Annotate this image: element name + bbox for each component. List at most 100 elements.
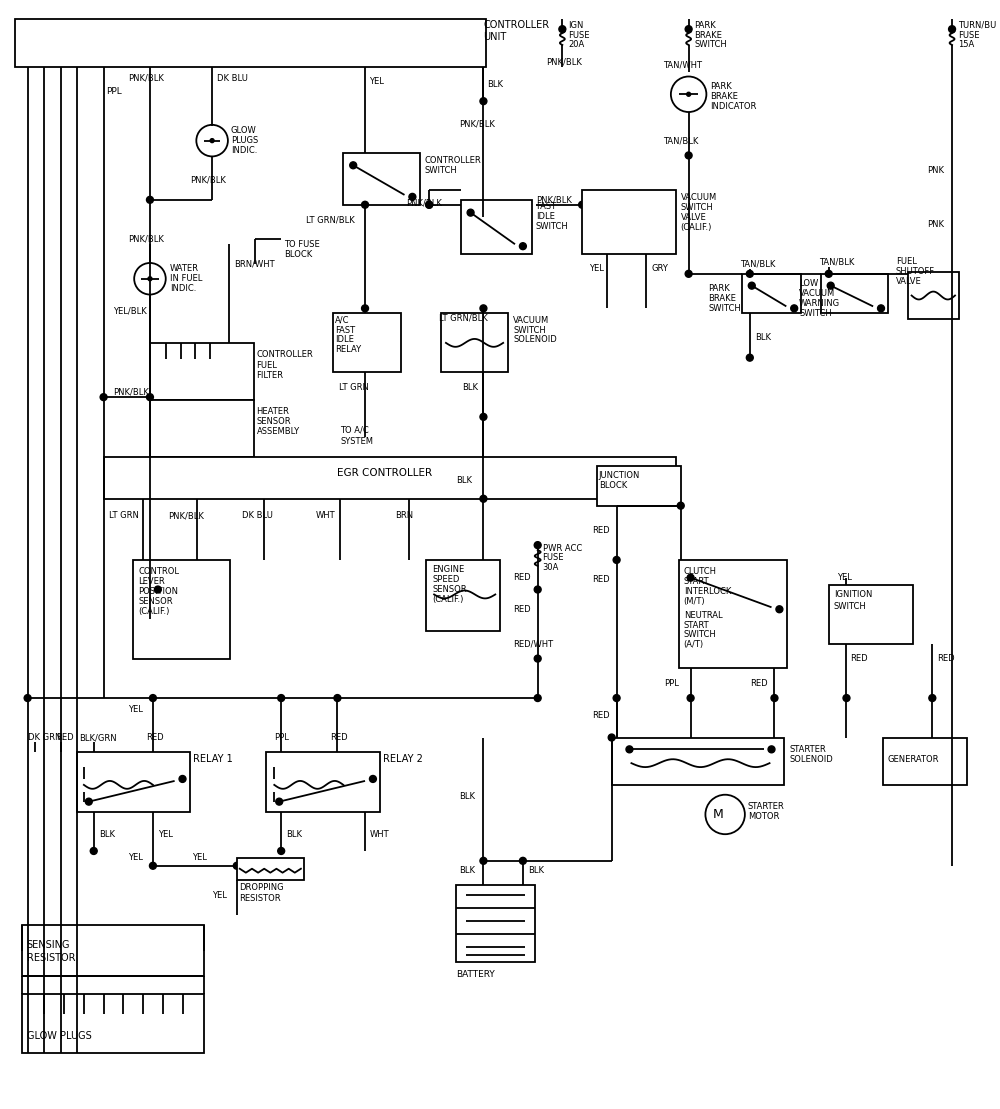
Text: PNK/BLK: PNK/BLK bbox=[536, 195, 572, 204]
Text: CONTROLLER: CONTROLLER bbox=[424, 156, 481, 165]
Circle shape bbox=[671, 77, 706, 112]
Text: SWITCH: SWITCH bbox=[684, 630, 716, 640]
Text: YEL: YEL bbox=[589, 264, 604, 274]
Text: RED: RED bbox=[592, 526, 610, 535]
Text: RESISTOR: RESISTOR bbox=[27, 953, 75, 963]
Text: LOW: LOW bbox=[799, 279, 818, 288]
Text: BLK: BLK bbox=[462, 383, 478, 391]
Text: VALVE: VALVE bbox=[896, 277, 922, 286]
Text: RED: RED bbox=[146, 733, 164, 742]
Text: LEVER: LEVER bbox=[138, 577, 165, 587]
Text: DK GRN: DK GRN bbox=[28, 733, 61, 742]
Bar bbox=[22, 994, 204, 1054]
Text: IN FUEL: IN FUEL bbox=[170, 274, 202, 283]
Text: STARTER: STARTER bbox=[748, 802, 785, 811]
Text: YEL: YEL bbox=[369, 77, 384, 85]
Circle shape bbox=[519, 243, 526, 250]
Circle shape bbox=[480, 98, 487, 104]
Text: SWITCH: SWITCH bbox=[708, 304, 741, 313]
Bar bbox=[612, 737, 784, 785]
Circle shape bbox=[746, 271, 753, 277]
Text: START: START bbox=[684, 577, 709, 587]
Circle shape bbox=[278, 694, 285, 702]
Text: TAN/BLK: TAN/BLK bbox=[740, 260, 775, 268]
Circle shape bbox=[685, 152, 692, 159]
Text: GLOW: GLOW bbox=[231, 126, 257, 135]
Text: BLK: BLK bbox=[286, 830, 302, 838]
Text: LT GRN/BLK: LT GRN/BLK bbox=[439, 314, 488, 323]
Text: SWITCH: SWITCH bbox=[799, 308, 832, 318]
Text: INDIC.: INDIC. bbox=[170, 284, 196, 293]
Text: FUEL: FUEL bbox=[896, 257, 917, 266]
Bar bbox=[343, 153, 420, 205]
Text: (CALIF.): (CALIF.) bbox=[681, 223, 712, 232]
Text: PLUGS: PLUGS bbox=[231, 136, 258, 145]
Text: YEL: YEL bbox=[158, 830, 173, 838]
Text: INDIC.: INDIC. bbox=[231, 146, 257, 155]
Circle shape bbox=[480, 857, 487, 864]
Circle shape bbox=[24, 694, 31, 702]
Text: IDLE: IDLE bbox=[335, 335, 354, 345]
Circle shape bbox=[687, 694, 694, 702]
Text: DK BLU: DK BLU bbox=[242, 511, 273, 520]
Circle shape bbox=[85, 798, 92, 805]
Text: PNK/BLK: PNK/BLK bbox=[113, 388, 149, 397]
Text: UNIT: UNIT bbox=[483, 32, 507, 42]
Circle shape bbox=[843, 694, 850, 702]
Circle shape bbox=[233, 863, 240, 869]
Text: SWITCH: SWITCH bbox=[695, 40, 727, 50]
Text: (M/T): (M/T) bbox=[684, 597, 705, 606]
Text: PNK/BLK: PNK/BLK bbox=[406, 199, 442, 207]
Circle shape bbox=[519, 857, 526, 864]
Text: A/C: A/C bbox=[335, 316, 350, 325]
Text: GRY: GRY bbox=[651, 264, 668, 274]
Text: SOLENOID: SOLENOID bbox=[513, 335, 557, 345]
Text: SWITCH: SWITCH bbox=[536, 222, 568, 231]
Circle shape bbox=[134, 263, 166, 295]
Circle shape bbox=[480, 414, 487, 420]
Text: LT GRN: LT GRN bbox=[339, 383, 369, 391]
Circle shape bbox=[362, 305, 368, 312]
Text: IGNITION: IGNITION bbox=[834, 590, 872, 599]
Circle shape bbox=[613, 557, 620, 563]
Circle shape bbox=[409, 193, 416, 201]
Text: BATTERY: BATTERY bbox=[456, 969, 495, 979]
Text: MOTOR: MOTOR bbox=[748, 812, 779, 821]
Text: SENSOR: SENSOR bbox=[138, 597, 173, 606]
Text: (A/T): (A/T) bbox=[684, 640, 704, 649]
Circle shape bbox=[579, 202, 586, 208]
Bar bbox=[597, 466, 681, 506]
Circle shape bbox=[147, 394, 153, 400]
Circle shape bbox=[534, 655, 541, 662]
Text: PARK: PARK bbox=[708, 284, 730, 293]
Text: GLOW PLUGS: GLOW PLUGS bbox=[27, 1031, 91, 1041]
Text: BLK: BLK bbox=[459, 792, 475, 801]
Text: PNK/BLK: PNK/BLK bbox=[128, 235, 164, 244]
Text: HEATER: HEATER bbox=[257, 407, 289, 417]
Circle shape bbox=[748, 282, 755, 289]
Text: PPL: PPL bbox=[664, 679, 679, 688]
Circle shape bbox=[705, 795, 745, 834]
Circle shape bbox=[929, 694, 936, 702]
Bar bbox=[237, 858, 304, 879]
Circle shape bbox=[534, 694, 541, 702]
Bar bbox=[15, 19, 486, 67]
Text: PPL: PPL bbox=[107, 87, 122, 95]
Bar bbox=[333, 313, 401, 373]
Text: FUSE: FUSE bbox=[568, 31, 590, 40]
Text: RED: RED bbox=[331, 733, 348, 742]
Text: CONTROL: CONTROL bbox=[138, 568, 179, 577]
Circle shape bbox=[369, 775, 376, 783]
Text: RESISTOR: RESISTOR bbox=[239, 894, 280, 903]
Bar bbox=[150, 343, 254, 400]
Text: BLOCK: BLOCK bbox=[599, 481, 627, 490]
Circle shape bbox=[608, 734, 615, 741]
Circle shape bbox=[791, 305, 798, 312]
Text: LT GRN: LT GRN bbox=[109, 511, 138, 520]
Circle shape bbox=[626, 746, 633, 753]
Circle shape bbox=[776, 606, 783, 612]
Bar bbox=[150, 400, 254, 457]
Text: PARK: PARK bbox=[710, 82, 732, 91]
Text: DROPPING: DROPPING bbox=[239, 883, 283, 892]
Text: PNK/BLK: PNK/BLK bbox=[190, 175, 226, 184]
